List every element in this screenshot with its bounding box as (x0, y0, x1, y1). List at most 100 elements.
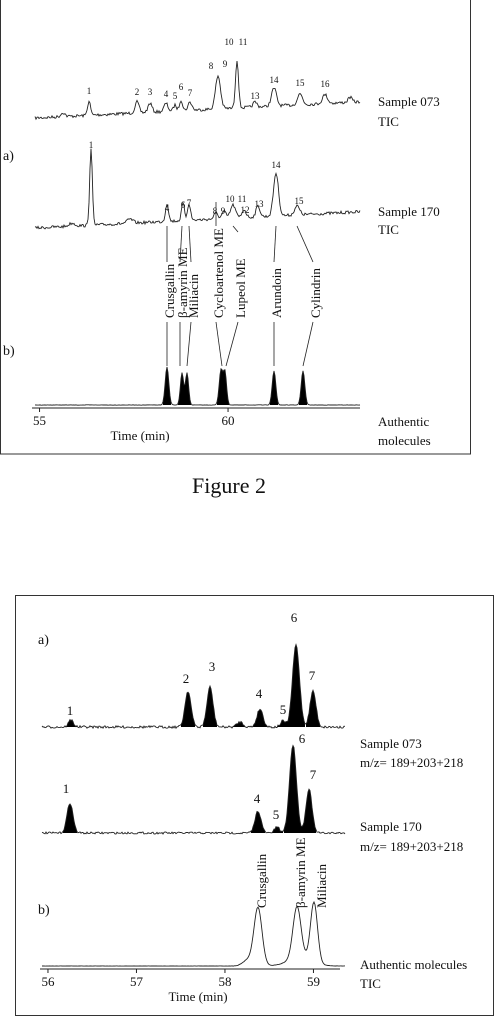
peak-fill (277, 715, 289, 728)
peak-fill (306, 690, 320, 727)
connector (225, 321, 239, 367)
compound-label: Crusgallin (162, 263, 177, 318)
peak-label: 1 (63, 781, 70, 796)
peak-fill (284, 745, 302, 833)
peak-label: 5 (273, 807, 280, 822)
compound-label: β-amyrin ME (293, 837, 308, 908)
chromatogram-trace (41, 900, 345, 967)
compound-label: Crusgallin (254, 853, 269, 908)
x-tick-label: 60 (222, 413, 235, 428)
x-axis-title: Time (min) (110, 428, 169, 443)
trace-label: Sample 073 (360, 736, 422, 751)
peak-label: 13 (251, 91, 261, 101)
trace-sublabel: molecules (378, 433, 431, 448)
trace-label: Sample 073 (378, 94, 440, 109)
peak-label: 3 (148, 87, 153, 97)
x-axis-title: Time (min) (168, 989, 227, 1004)
peak-label: 7 (310, 767, 317, 782)
peak-label: 1 (67, 703, 74, 718)
connector (179, 225, 183, 263)
connector (296, 225, 314, 263)
peak-label: 4 (164, 89, 169, 99)
peak-label: 9 (221, 206, 226, 216)
chromatogram-trace (41, 643, 346, 730)
x-tick-label: 59 (307, 974, 320, 989)
peak-label: 14 (272, 160, 282, 170)
peak-label: 5 (173, 91, 178, 101)
peak-label: 13 (255, 199, 265, 209)
peak-label: 9 (223, 59, 228, 69)
panel-label: a) (3, 149, 14, 164)
panel-label: b) (3, 344, 15, 359)
connector (186, 321, 192, 367)
trace-label: Sample 170 (360, 819, 422, 834)
peak-label: 10 (225, 37, 235, 47)
peak-label: 6 (291, 610, 298, 625)
compound-label: Cycloartenol ME (211, 228, 226, 318)
compound-label: Arundoin (269, 268, 284, 318)
peak-fill (270, 371, 278, 405)
chromatogram-trace (34, 148, 361, 230)
peak-fill (299, 370, 307, 405)
peak-label: 8 (209, 61, 214, 71)
trace-sublabel: TIC (378, 222, 399, 237)
peak-label: 11 (239, 37, 248, 47)
peak-label: 4 (254, 791, 261, 806)
panel-label: a) (38, 633, 49, 648)
x-tick-label: 58 (218, 974, 231, 989)
trace-sublabel: TIC (378, 114, 399, 129)
trace-sublabel: m/z= 189+203+218 (360, 839, 463, 854)
peak-fill (183, 372, 191, 405)
connector (188, 225, 192, 263)
trace-sublabel: m/z= 189+203+218 (360, 755, 463, 770)
chromatogram-trace (34, 366, 361, 406)
compound-label: Cylindrin (308, 268, 323, 318)
x-tick-label: 57 (130, 974, 144, 989)
x-tick-label: 55 (33, 413, 46, 428)
peak-label: 1 (89, 140, 94, 150)
peak-fill (251, 811, 265, 833)
peak-label: 16 (321, 79, 331, 89)
peak-fill (302, 789, 316, 833)
peak-label: 11 (238, 194, 247, 204)
peak-label: 7 (188, 88, 193, 98)
peak-fill (63, 804, 77, 833)
chromatogram-trace (34, 61, 361, 121)
peak-label: 6 (299, 731, 306, 746)
connector (302, 321, 314, 367)
peak-label: 2 (183, 671, 190, 686)
peak-fill (203, 686, 217, 727)
peak-label: 4 (165, 203, 170, 213)
x-tick-label: 56 (41, 974, 55, 989)
figure-frame (0, 0, 471, 455)
peak-label: 5 (280, 702, 287, 717)
caption: Figure 2 (192, 473, 266, 498)
connector (273, 225, 277, 263)
peak-fill (271, 826, 283, 833)
panel-label: b) (38, 903, 50, 918)
figure-frame (15, 595, 494, 1016)
peak-label: 1 (87, 86, 92, 96)
peak-fill (233, 721, 247, 728)
peak-label: 10 (226, 194, 236, 204)
peak-label: 4 (256, 686, 263, 701)
compound-label: Miliacin (314, 863, 329, 908)
peak-label: 15 (296, 78, 306, 88)
peak-fill (221, 368, 229, 405)
compound-label: β-amyrin ME (175, 247, 190, 318)
connector (215, 321, 223, 367)
connector (232, 225, 239, 233)
peak-label: 2 (135, 87, 140, 97)
peak-label: 15 (295, 196, 305, 206)
peak-label: 6 (179, 82, 184, 92)
peak-label: 14 (270, 75, 280, 85)
peak-label: 8 (213, 206, 218, 216)
compound-label: Lupeol ME (233, 258, 248, 318)
trace-label: Authentic molecules (360, 957, 467, 972)
peak-fill (163, 366, 171, 405)
peak-label: 12 (241, 205, 250, 215)
peak-fill (181, 692, 195, 727)
peak-fill (253, 709, 267, 727)
